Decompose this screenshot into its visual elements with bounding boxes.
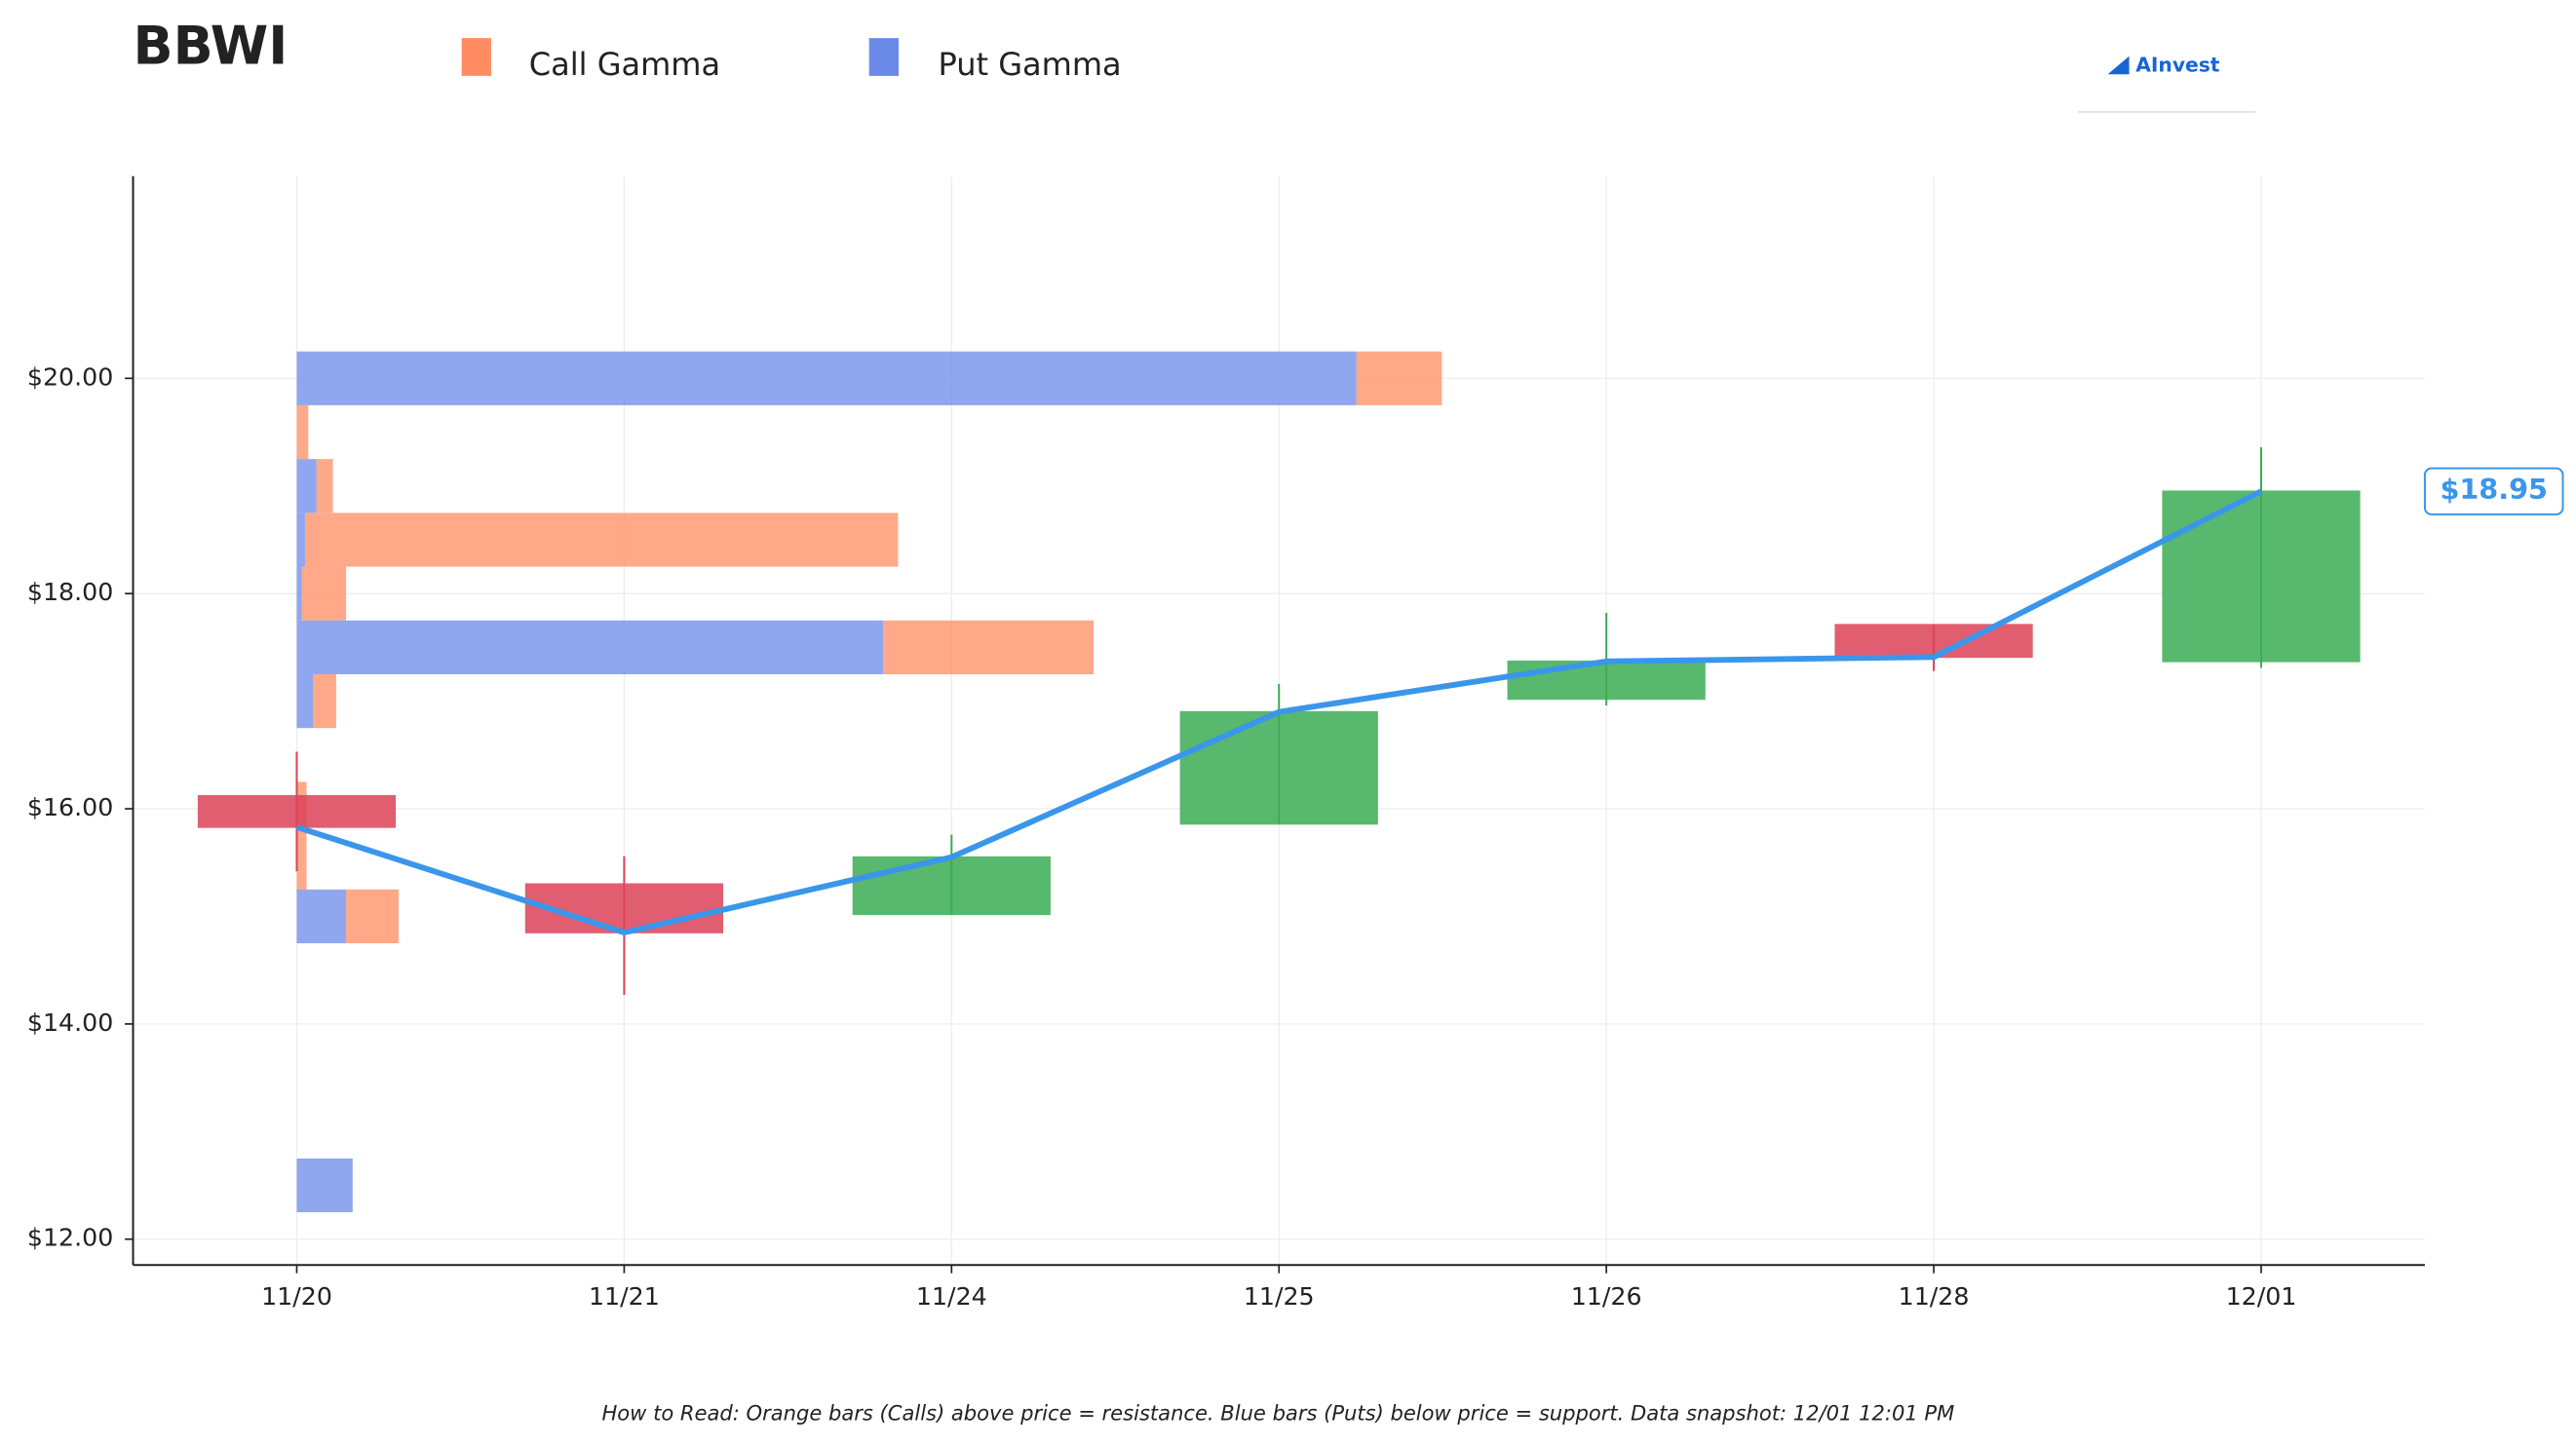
gamma-bar [313, 673, 336, 729]
gamma-bar [296, 459, 317, 514]
gamma-bar [296, 620, 884, 674]
gamma-bar [296, 351, 1357, 405]
x-tick-label: 11/20 [261, 1282, 332, 1311]
gamma-bar [296, 835, 307, 890]
gamma-bar [296, 889, 347, 944]
gamma-bar [296, 513, 305, 567]
y-tick-label: $18.00 [27, 578, 113, 606]
candle-body [2162, 490, 2361, 663]
gamma-bar [296, 673, 314, 729]
x-tick-label: 11/28 [1899, 1282, 1970, 1311]
gamma-bar [883, 620, 1094, 674]
gamma-bar [304, 513, 899, 567]
y-tick-label: $16.00 [27, 793, 113, 821]
gamma-bar [1356, 351, 1442, 405]
candle-body [1834, 624, 2033, 659]
candle-body [852, 856, 1051, 916]
y-tick-label: $20.00 [27, 362, 113, 391]
x-tick-label: 12/01 [2226, 1282, 2297, 1311]
legend-swatch [868, 38, 900, 76]
legend-label: Call Gamma [529, 46, 720, 83]
y-tick-label: $14.00 [27, 1008, 113, 1037]
logo: AInvest [2135, 53, 2219, 76]
x-tick-label: 11/21 [589, 1282, 660, 1311]
gamma-bar [316, 459, 333, 514]
gamma-bar [346, 889, 399, 944]
footnote: How to Read: Orange bars (Calls) above p… [601, 1401, 1954, 1426]
x-tick-label: 11/26 [1571, 1282, 1642, 1311]
price-tag: $18.95 [2440, 473, 2548, 506]
gamma-bar [296, 1158, 353, 1213]
candle-body [1179, 710, 1378, 825]
price-line [295, 488, 2263, 935]
x-tick-label: 11/24 [916, 1282, 987, 1311]
logo-icon [2107, 56, 2130, 75]
gamma-bar [301, 566, 347, 621]
legend-label: Put Gamma [938, 46, 1121, 83]
y-tick-label: $12.00 [27, 1224, 113, 1252]
x-tick-label: 11/25 [1244, 1282, 1315, 1311]
gamma-bar [296, 566, 302, 621]
gamma-bar [296, 404, 309, 460]
price-tag-box [2423, 467, 2564, 515]
chart-title: BBWI [134, 16, 288, 77]
legend-swatch [461, 38, 491, 76]
candle-body [197, 794, 397, 828]
candle-body [1507, 660, 1706, 701]
